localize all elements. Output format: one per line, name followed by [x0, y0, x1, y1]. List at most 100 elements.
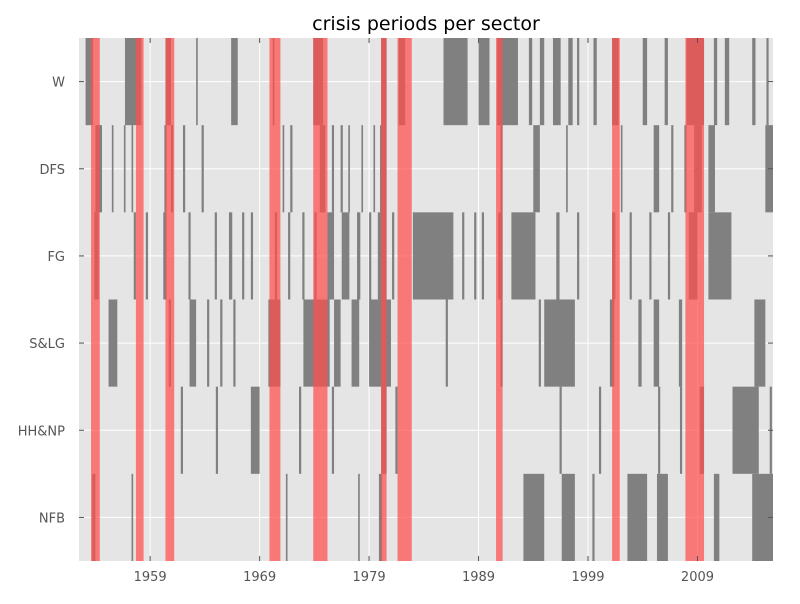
crisis-bar: [559, 386, 562, 474]
crisis-bar: [302, 212, 305, 300]
recession-band: [91, 38, 100, 561]
x-tick-label: 1989: [462, 570, 495, 585]
crisis-bar: [214, 212, 217, 300]
crisis-bar: [528, 38, 533, 126]
crisis-bar: [182, 125, 186, 213]
crisis-bar: [327, 212, 335, 300]
crisis-bar: [593, 38, 597, 126]
crisis-bar: [679, 386, 683, 474]
crisis-bar: [656, 473, 668, 561]
recession-band: [685, 38, 705, 561]
crisis-bar: [133, 212, 136, 300]
y-tick-label: S&LG: [29, 337, 65, 352]
y-tick-label: DFS: [39, 163, 65, 178]
crisis-bar: [754, 299, 766, 387]
crisis-bar: [188, 212, 191, 300]
x-tick-label: 1959: [134, 570, 167, 585]
crisis-bar: [250, 212, 254, 300]
crisis-bar: [351, 299, 360, 387]
x-tick-label: 1979: [353, 570, 386, 585]
crisis-bar: [361, 125, 364, 213]
recession-band: [165, 38, 175, 561]
y-tick-label: FG: [47, 250, 65, 265]
x-tick-label: 1999: [571, 570, 604, 585]
crisis-bar: [290, 125, 293, 213]
crisis-bar: [724, 38, 730, 126]
crisis-bar: [642, 38, 648, 126]
crisis-bar: [474, 212, 477, 300]
crisis-bar: [180, 386, 183, 474]
crisis-bar: [378, 473, 383, 561]
crisis-bar: [462, 212, 465, 300]
crisis-bar: [568, 38, 573, 126]
crisis-bar: [443, 38, 468, 126]
crisis-bar: [653, 299, 660, 387]
crisis-bar: [481, 212, 485, 300]
recession-band: [496, 38, 503, 561]
crisis-bar: [523, 473, 545, 561]
recession-band: [135, 38, 144, 561]
crisis-bar: [556, 212, 560, 300]
crisis-bar: [577, 212, 580, 300]
crisis-bar: [713, 473, 720, 561]
y-tick-label: NFB: [39, 511, 65, 526]
crisis-bar: [123, 125, 126, 213]
crisis-bar: [658, 386, 661, 474]
crisis-bar: [649, 212, 652, 300]
recession-band: [397, 38, 412, 561]
crisis-bar: [538, 299, 541, 387]
crisis-bar: [250, 386, 260, 474]
crisis-bar: [231, 38, 238, 126]
crisis-bar: [629, 212, 632, 300]
crisis-bar: [340, 125, 343, 213]
crisis-bar: [334, 299, 341, 387]
crisis-bar: [713, 38, 718, 126]
crisis-bar: [544, 299, 575, 387]
crisis-bar: [189, 299, 197, 387]
crisis-bar: [732, 386, 759, 474]
crisis-bar: [533, 125, 540, 213]
crisis-bar: [577, 38, 580, 126]
crisis-bar: [201, 125, 204, 213]
crisis-bar: [373, 125, 376, 213]
crisis-bar: [341, 212, 350, 300]
crisis-bar: [566, 125, 568, 213]
crisis-bar: [752, 38, 756, 126]
crisis-bar: [638, 299, 642, 387]
crisis-bar: [299, 386, 302, 474]
crisis-bar: [369, 212, 372, 300]
crisis-bar: [331, 386, 335, 474]
crisis-bar: [766, 38, 769, 126]
crisis-bar: [395, 386, 398, 474]
crisis-bar: [664, 38, 668, 126]
crisis-bar: [145, 212, 148, 300]
crisis-bar: [671, 125, 674, 213]
crisis-bar: [598, 386, 602, 474]
crisis-bar: [215, 386, 219, 474]
crisis-bar: [131, 125, 134, 213]
y-tick-label: W: [52, 76, 65, 91]
recession-band: [313, 38, 328, 561]
crisis-bar: [111, 125, 114, 213]
crisis-bar: [282, 125, 285, 213]
crisis-bar: [196, 38, 198, 126]
crisis-bar: [348, 125, 350, 213]
crisis-bar: [242, 212, 245, 300]
crisis-bar: [285, 473, 288, 561]
crisis-bar: [478, 38, 490, 126]
crisis-bar: [511, 212, 536, 300]
crisis-bar: [357, 212, 361, 300]
recession-band: [381, 38, 387, 561]
crisis-bar: [207, 299, 210, 387]
crisis-bar: [561, 473, 575, 561]
crisis-bar: [392, 212, 395, 300]
crisis-bar: [592, 473, 595, 561]
crisis-bar: [108, 299, 118, 387]
crisis-bar: [678, 299, 683, 387]
crisis-bar: [131, 473, 134, 561]
crisis-bar: [233, 299, 236, 387]
crisis-bar: [163, 212, 167, 300]
crisis-bar: [85, 38, 94, 126]
